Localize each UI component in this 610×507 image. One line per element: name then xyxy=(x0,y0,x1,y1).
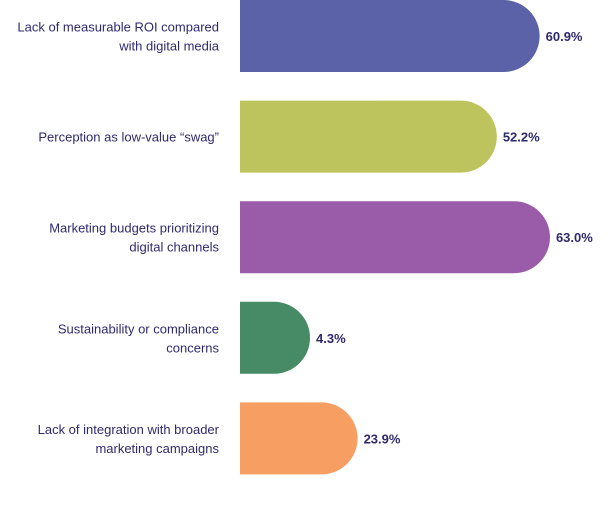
value-label: 4.3% xyxy=(316,331,346,346)
value-label: 63.0% xyxy=(556,230,593,245)
bar xyxy=(240,100,497,173)
bar xyxy=(240,301,310,374)
value-label: 60.9% xyxy=(546,29,583,44)
category-label: Lack of measurable ROI compared xyxy=(17,20,219,35)
category-label: with digital media xyxy=(118,39,219,54)
category-label: Perception as low-value “swag” xyxy=(38,130,219,145)
bar xyxy=(240,201,550,274)
category-label: concerns xyxy=(166,340,219,355)
value-label: 23.9% xyxy=(364,431,401,446)
category-label: digital channels xyxy=(129,240,219,255)
bar xyxy=(240,0,540,72)
value-label: 52.2% xyxy=(503,130,540,145)
bar xyxy=(240,402,358,475)
category-label: Marketing budgets prioritizing xyxy=(49,221,219,236)
category-label: marketing campaigns xyxy=(95,441,219,456)
category-label: Lack of integration with broader xyxy=(38,422,220,437)
category-label: Sustainability or compliance xyxy=(58,321,219,336)
